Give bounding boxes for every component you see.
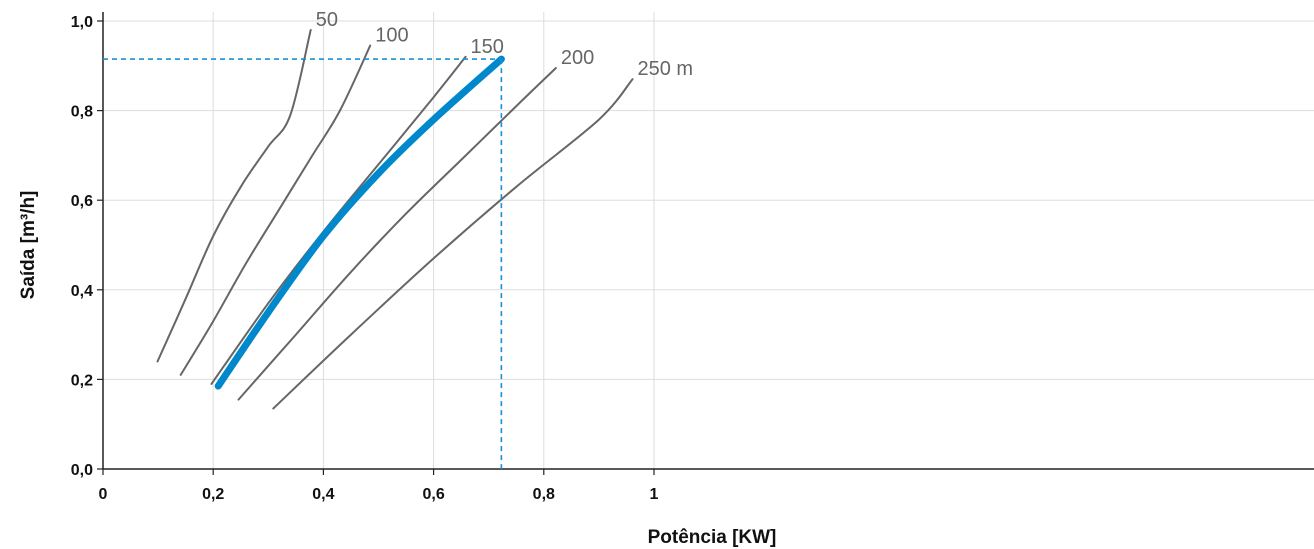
- y-tick-label: 0,6: [71, 193, 93, 210]
- x-tick-label: 0,4: [312, 486, 334, 503]
- y-tick-label: 0,0: [71, 462, 93, 479]
- y-tick-label: 0,8: [71, 104, 93, 121]
- head-curve-100: [179, 44, 372, 376]
- x-tick-label: 0,2: [202, 486, 224, 503]
- curve-label: 250 m: [638, 58, 694, 80]
- curve-label: 100: [375, 25, 408, 47]
- reference-layer: [103, 58, 503, 469]
- grid-layer: [103, 12, 1314, 469]
- y-tick-label: 0,2: [71, 372, 93, 389]
- x-tick-label: 0,8: [533, 486, 555, 503]
- highlighted-curve: [214, 55, 505, 390]
- x-tick-label: 0,6: [422, 486, 444, 503]
- x-tick-label: 1: [650, 486, 659, 503]
- head-curve-200: [237, 67, 557, 401]
- y-axis-title: Saída [m³/h]: [18, 191, 39, 300]
- head-curve-50: [156, 29, 312, 363]
- curve-label: 150: [471, 36, 504, 58]
- label-layer: 50 100 150 200 250 m: [316, 9, 693, 80]
- y-tick-label: 1,0: [71, 14, 93, 31]
- x-tick-label: 0: [99, 486, 108, 503]
- head-curve-250-m: [272, 78, 634, 410]
- curve-label: 50: [316, 9, 338, 31]
- series-layer: [156, 29, 634, 410]
- x-axis-title: Potência [KW]: [648, 527, 777, 548]
- axis-layer: 0 0,2 0,4 0,6 0,8 1 0,0 0,2 0,4 0,6 0,8 1,0: [71, 12, 1314, 503]
- curve-label: 200: [561, 47, 594, 69]
- y-tick-label: 0,4: [71, 283, 93, 300]
